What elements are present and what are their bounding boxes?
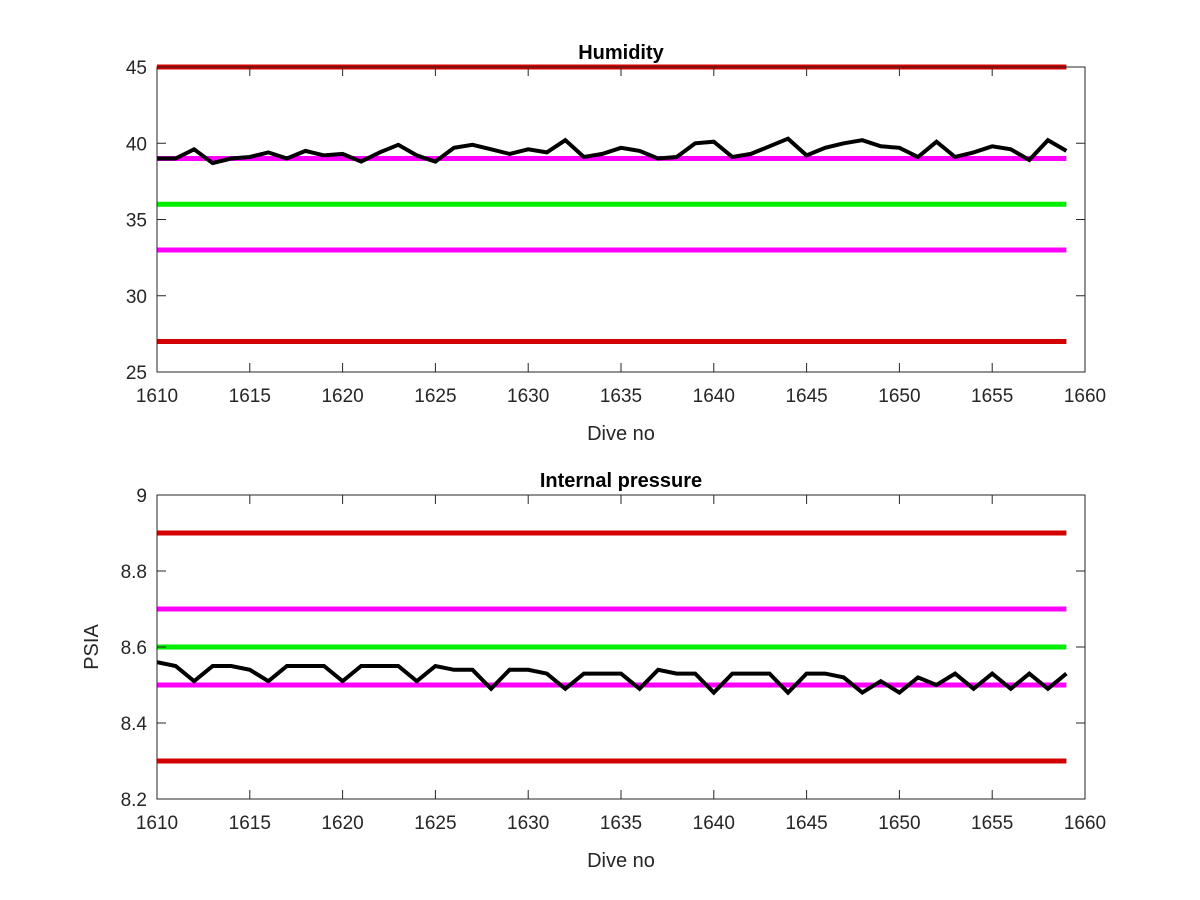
- x-tick-label: 1635: [600, 813, 642, 834]
- x-axis-label: Dive no: [587, 423, 655, 445]
- x-tick-label: 1660: [1064, 386, 1106, 407]
- x-tick-label: 1615: [229, 813, 271, 834]
- y-axis-label: PSIA: [81, 624, 103, 670]
- x-tick-label: 1630: [507, 386, 549, 407]
- chart-0: 1610 1615 1620 1625 1630 1635 1640 1645 1650 1655…: [126, 42, 1106, 445]
- x-tick-label: 1660: [1064, 813, 1106, 834]
- x-tick-label: 1625: [414, 386, 456, 407]
- x-tick-label: 1630: [507, 813, 549, 834]
- chart-1: 1610 1615 1620 1625 1630 1635 1640 1645 1650 1655…: [81, 470, 1106, 872]
- x-tick-label: 1655: [971, 386, 1013, 407]
- x-tick-label: 1620: [321, 813, 363, 834]
- y-tick-label: 8.2: [121, 790, 147, 811]
- y-tick-label: 8.4: [121, 714, 148, 735]
- y-tick-label: 8.6: [121, 638, 147, 659]
- x-tick-label: 1645: [785, 386, 827, 407]
- x-tick-label: 1635: [600, 386, 642, 407]
- x-tick-label: 1610: [136, 813, 178, 834]
- y-tick-label: 35: [126, 211, 147, 232]
- x-tick-label: 1655: [971, 813, 1013, 834]
- y-tick-label: 25: [126, 363, 147, 384]
- x-tick-label: 1650: [878, 813, 920, 834]
- x-tick-label: 1645: [785, 813, 827, 834]
- y-tick-label: 9: [136, 486, 147, 507]
- y-tick-label: 45: [126, 58, 147, 79]
- x-axis-label: Dive no: [587, 850, 655, 872]
- x-tick-label: 1625: [414, 813, 456, 834]
- x-tick-label: 1640: [693, 386, 735, 407]
- y-tick-label: 40: [126, 134, 147, 155]
- x-tick-label: 1615: [229, 386, 271, 407]
- x-tick-label: 1650: [878, 386, 920, 407]
- y-tick-label: 8.8: [121, 562, 147, 583]
- y-tick-label: 30: [126, 287, 147, 308]
- x-tick-label: 1610: [136, 386, 178, 407]
- x-tick-label: 1640: [693, 813, 735, 834]
- chart-title: Internal pressure: [540, 470, 702, 492]
- series-line: [156, 660, 1068, 696]
- chart-title: Humidity: [578, 42, 664, 64]
- series-line: [157, 136, 1068, 166]
- x-tick-label: 1620: [321, 386, 363, 407]
